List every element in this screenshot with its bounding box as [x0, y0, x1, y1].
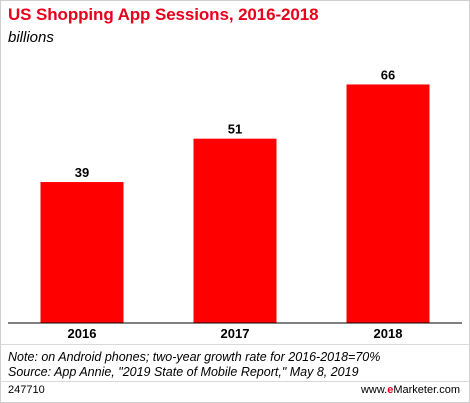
brand-e: e — [387, 384, 394, 396]
x-tick-label-2018: 2018 — [374, 326, 403, 341]
notes-divider — [0, 344, 470, 345]
chart-subtitle: billions — [8, 29, 54, 46]
labels-group: 39 2016 51 2017 66 2018 — [68, 67, 403, 341]
chart-note: Note: on Android phones; two-year growth… — [8, 350, 381, 364]
bar-2017 — [193, 138, 277, 323]
chart-id: 247710 — [8, 384, 45, 396]
bar-2016 — [40, 182, 124, 323]
brand-link[interactable]: www.eMarketer.com — [361, 384, 460, 396]
brand-prefix: www. — [360, 384, 388, 396]
data-label-2016: 39 — [75, 165, 89, 180]
data-label-2018: 66 — [381, 67, 395, 82]
brand-rest: Marketer.com — [393, 384, 460, 396]
footer-divider — [0, 381, 470, 382]
chart-source: Source: App Annie, "2019 State of Mobile… — [8, 365, 359, 379]
bar-2018 — [346, 84, 430, 323]
bars-group — [40, 84, 430, 323]
x-tick-label-2016: 2016 — [68, 326, 97, 341]
data-label-2017: 51 — [228, 122, 242, 137]
x-tick-label-2017: 2017 — [221, 326, 250, 341]
chart-title: US Shopping App Sessions, 2016-2018 — [8, 5, 319, 24]
